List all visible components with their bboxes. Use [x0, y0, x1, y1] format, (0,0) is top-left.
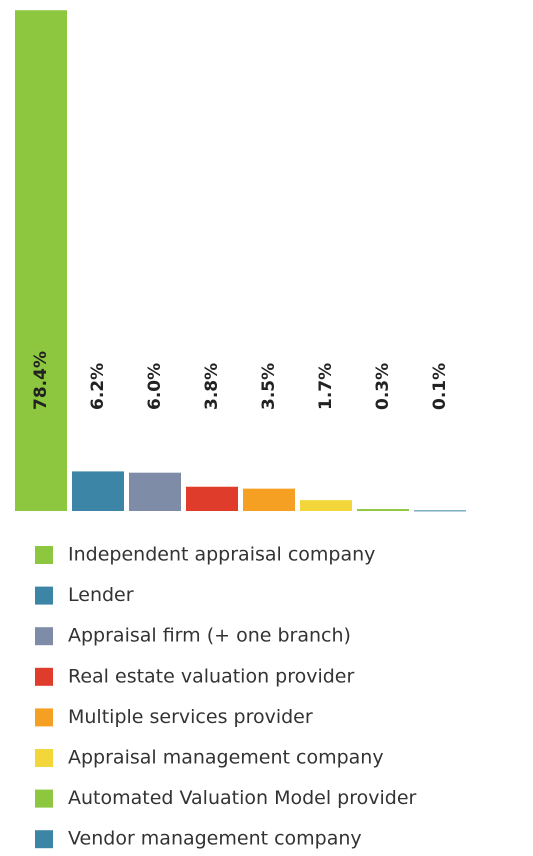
bar — [300, 500, 352, 511]
value-label: 3.8% — [202, 363, 222, 410]
bar — [243, 488, 295, 511]
value-label: 0.1% — [430, 363, 450, 410]
bar — [186, 486, 238, 511]
legend-label: Appraisal management company — [68, 747, 384, 769]
legend-label: Vendor management company — [68, 828, 362, 850]
legend-swatch — [35, 586, 53, 605]
legend-label: Appraisal firm (+ one branch) — [68, 625, 351, 647]
value-label: 1.7% — [316, 363, 336, 410]
legend-label: Multiple services provider — [68, 706, 313, 728]
value-label: 0.3% — [373, 363, 393, 410]
bar — [129, 472, 181, 511]
bar — [15, 10, 67, 511]
legend-label: Real estate valuation provider — [68, 665, 354, 687]
legend-swatch — [35, 789, 53, 808]
legend-swatch — [35, 708, 53, 727]
legend-label: Automated Valuation Model provider — [68, 787, 417, 809]
legend-swatch — [35, 749, 53, 767]
legend-swatch — [35, 667, 53, 686]
bar — [414, 510, 466, 512]
value-label: 78.4% — [31, 351, 51, 410]
value-label: 3.5% — [259, 363, 279, 410]
legend-label: Independent appraisal company — [68, 544, 375, 566]
bar — [357, 509, 409, 511]
legend-swatch — [35, 546, 53, 564]
legend-swatch — [35, 627, 53, 646]
value-label: 6.2% — [88, 363, 108, 410]
bar — [72, 471, 124, 511]
legend-swatch — [35, 830, 53, 849]
value-label: 6.0% — [145, 363, 165, 410]
legend-label: Lender — [68, 584, 134, 606]
